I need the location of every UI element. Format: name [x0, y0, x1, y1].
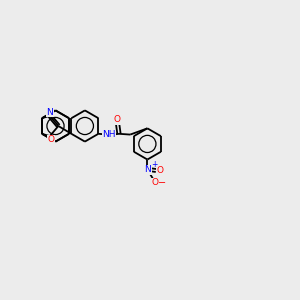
- Text: O: O: [156, 166, 163, 175]
- Text: NH: NH: [103, 130, 116, 139]
- Text: O: O: [48, 135, 55, 144]
- Text: −: −: [158, 178, 166, 188]
- Text: O: O: [152, 178, 159, 187]
- Text: O: O: [114, 115, 121, 124]
- Text: +: +: [151, 160, 157, 169]
- Text: N: N: [46, 108, 53, 117]
- Text: N: N: [145, 165, 152, 174]
